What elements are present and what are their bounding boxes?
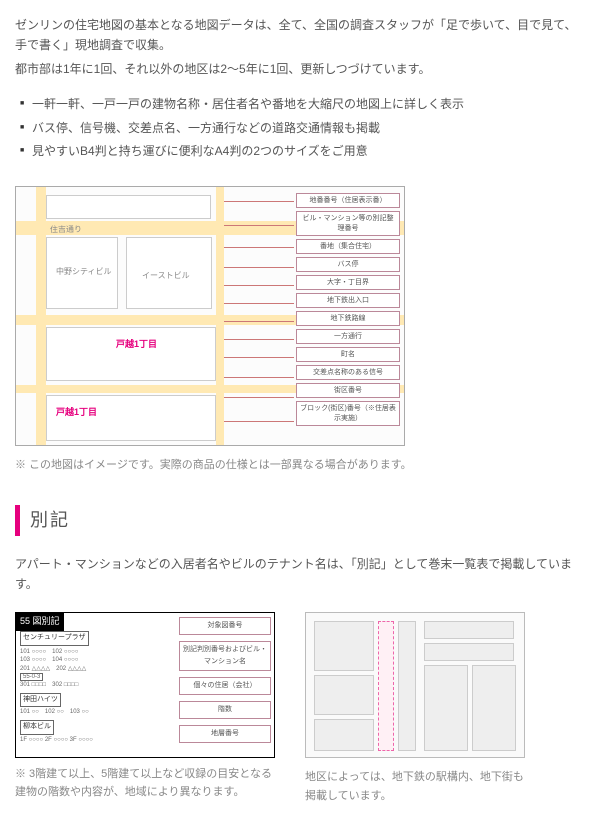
feature-item: バス停、信号機、交差点名、一方通行などの道路交通情報も掲載 (20, 118, 586, 138)
bekki-footnote: ※ 3階建て以上、5階建て以上など収録の目安となる建物の階数や内容が、地域により… (15, 766, 275, 801)
bekki-tag: 地層番号 (179, 725, 271, 743)
building-label-2: イーストビル (142, 269, 190, 283)
legend-item: 大字・丁目界 (296, 275, 400, 290)
intro-text-2: 都市部は1年に1回、それ以外の地区は2～5年に1回、更新しつづけています。 (15, 59, 586, 79)
bekki-tag: 個々の住居（会社） (179, 677, 271, 695)
building-label: 中野シティビル (56, 265, 112, 279)
legend-item: バス停 (296, 257, 400, 272)
underground-sample-image (305, 612, 525, 758)
bekki-building-name: 神田ハイツ (20, 693, 61, 708)
legend-item: ビル・マンション等の別記整理番号 (296, 211, 400, 235)
legend-item: 地下鉄路線 (296, 311, 400, 326)
bekki-tag: 階数 (179, 701, 271, 719)
map-caption: ※ この地図はイメージです。実際の商品の仕様とは一部異なる場合があります。 (15, 456, 586, 475)
bekki-building-name: 柳本ビル (20, 720, 54, 735)
legend-item: 町名 (296, 347, 400, 362)
legend-item: 一方通行 (296, 329, 400, 344)
bekki-building-name: センチュリープラザ (20, 631, 89, 646)
sample-map-row: 住吉通り 中野シティビル イーストビル 戸越1丁目 戸越1丁目 地番番号（住居表… (15, 186, 586, 446)
legend-item: ブロック(街区)番号（※住居表示実施） (296, 401, 400, 425)
bekki-listing: センチュリープラザ 101 ○○○○ 102 ○○○○103 ○○○○ 104 … (20, 631, 170, 744)
feature-list: 一軒一軒、一戸一戸の建物名称・居住者名や番地を大縮尺の地図上に詳しく表示 バス停… (20, 94, 586, 161)
bekki-right-column: 地区によっては、地下鉄の駅構内、地下街も掲載しています。 (305, 612, 525, 805)
bekki-tag: 対象図番号 (179, 617, 271, 635)
legend-item: 番地（集合住宅） (296, 239, 400, 254)
intro-text-1: ゼンリンの住宅地図の基本となる地図データは、全て、全国の調査スタッフが「足で歩い… (15, 15, 586, 56)
bekki-two-column: 55 図別記 センチュリープラザ 101 ○○○○ 102 ○○○○103 ○○… (15, 612, 586, 805)
bekki-sample-image: 55 図別記 センチュリープラザ 101 ○○○○ 102 ○○○○103 ○○… (15, 612, 275, 758)
section-heading-bekki: 別記 (15, 505, 586, 536)
bekki-tags: 対象図番号 別記判別番号およびビル・マンション名 個々の住居（会社） 階数 地層… (179, 617, 271, 748)
bekki-left-column: 55 図別記 センチュリープラザ 101 ○○○○ 102 ○○○○103 ○○… (15, 612, 275, 801)
legend-item: 街区番号 (296, 383, 400, 398)
district-label-2: 戸越1丁目 (56, 405, 97, 420)
legend-item: 地下鉄出入口 (296, 293, 400, 308)
bekki-lead: アパート・マンションなどの入居者名やビルのテナント名は、「別記」として巻末一覧表… (15, 554, 586, 595)
map-legend: 地番番号（住居表示番） ビル・マンション等の別記整理番号 番地（集合住宅） バス… (296, 193, 400, 428)
underground-note: 地区によっては、地下鉄の駅構内、地下街も掲載しています。 (305, 768, 525, 805)
intro-block: ゼンリンの住宅地図の基本となる地図データは、全て、全国の調査スタッフが「足で歩い… (15, 15, 586, 79)
legend-item: 地番番号（住居表示番） (296, 193, 400, 208)
feature-item: 見やすいB4判と持ち運びに便利なA4判の2つのサイズをご用意 (20, 141, 586, 161)
district-label-1: 戸越1丁目 (116, 337, 157, 352)
road-label: 住吉通り (50, 223, 82, 237)
bekki-tag: 別記判別番号およびビル・マンション名 (179, 641, 271, 671)
bekki-box-title: 55 図別記 (16, 613, 64, 630)
legend-item: 交差点名称のある信号 (296, 365, 400, 380)
sample-map-image: 住吉通り 中野シティビル イーストビル 戸越1丁目 戸越1丁目 地番番号（住居表… (15, 186, 405, 446)
feature-item: 一軒一軒、一戸一戸の建物名称・居住者名や番地を大縮尺の地図上に詳しく表示 (20, 94, 586, 114)
